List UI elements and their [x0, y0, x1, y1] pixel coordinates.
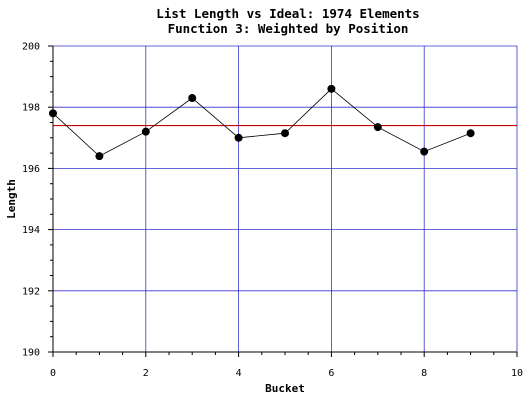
data-point [466, 129, 475, 138]
y-tick-label: 196 [22, 164, 40, 175]
series-line [52, 88, 471, 157]
y-tick-label: 194 [22, 225, 40, 236]
data-point [141, 127, 150, 136]
x-axis-label: Bucket [265, 382, 305, 395]
x-tick-label: 10 [511, 368, 523, 379]
y-tick-label: 190 [22, 348, 40, 359]
data-point [49, 109, 57, 118]
data-point [234, 133, 243, 142]
y-tick-label: 200 [22, 42, 40, 53]
data-point [95, 152, 104, 161]
data-point [281, 129, 289, 138]
x-tick-label: 0 [50, 368, 56, 379]
data-point [188, 94, 197, 103]
data-point [420, 147, 429, 156]
data-point [373, 123, 382, 132]
chart-title: List Length vs Ideal: 1974 Elements [156, 6, 419, 21]
chart-subtitle: Function 3: Weighted by Position [168, 21, 409, 36]
x-tick-label: 8 [421, 368, 427, 379]
x-tick-label: 6 [328, 368, 334, 379]
data-point [327, 84, 336, 93]
x-tick-label: 4 [236, 368, 242, 379]
y-tick-label: 192 [22, 286, 40, 297]
plot-area: 190 192 194 196 198 200 0 2 4 6 8 10 [22, 42, 523, 380]
x-tick-label: 2 [143, 368, 149, 379]
y-tick-label: 198 [22, 103, 40, 114]
y-axis-label: Length [5, 179, 18, 219]
